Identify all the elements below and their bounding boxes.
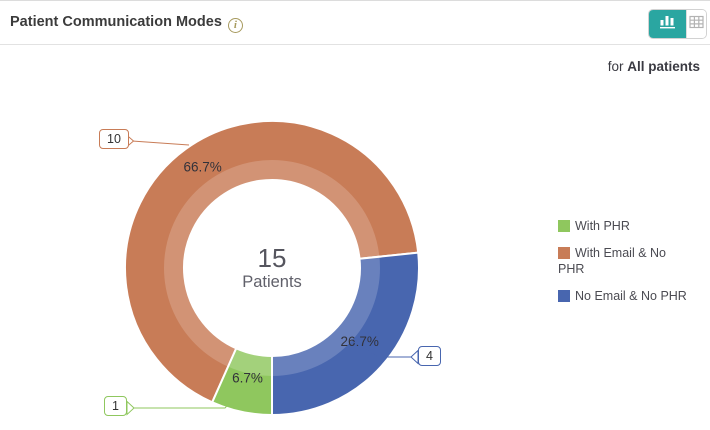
pie-slice-with-email-no-phr[interactable] (124, 120, 420, 404)
legend-swatch-orange (558, 247, 570, 259)
scope-prefix: for (607, 59, 628, 74)
scope-value: All patients (627, 59, 700, 74)
donut-inner-highlight (164, 160, 380, 376)
slice-percent-label: 26.7% (341, 334, 379, 349)
info-icon[interactable]: i (227, 18, 243, 33)
title-text: Patient Communication Modes (10, 14, 222, 30)
chart-view-button[interactable] (649, 10, 686, 38)
scope-subtitle: for All patients (608, 59, 700, 74)
table-view-button[interactable] (686, 10, 706, 38)
slice-percent-label: 6.7% (232, 370, 263, 385)
callout-connector (351, 340, 412, 358)
slice-callout-green: 1 (104, 396, 127, 416)
page-title: Patient Communication Modes i (10, 14, 243, 33)
table-grid-icon (689, 15, 704, 34)
legend-item-no-email-no-phr[interactable]: No Email & No PHR (558, 288, 690, 304)
chart-legend: With PHR With Email & No PHR No Email & … (558, 218, 690, 315)
slice-callout-blue: 4 (418, 346, 441, 366)
callout-pointer (126, 400, 135, 416)
pie-slice-no-email-no-phr[interactable] (271, 251, 420, 416)
widget-header: Patient Communication Modes i (0, 1, 710, 45)
callout-connector (133, 390, 241, 409)
legend-item-with-phr[interactable]: With PHR (558, 218, 690, 234)
slice-callout-orange: 10 (99, 129, 129, 149)
slice-percent-label: 66.7% (184, 160, 222, 175)
legend-swatch-blue (558, 290, 570, 302)
pie-slice-with-phr[interactable] (211, 347, 273, 416)
legend-item-with-email-no-phr[interactable]: With Email & No PHR (558, 246, 666, 276)
callout-pointer (410, 349, 419, 365)
bar-chart-icon (659, 14, 677, 34)
callout-connector (131, 140, 190, 146)
legend-swatch-green (558, 220, 570, 232)
view-toggle (648, 9, 707, 39)
